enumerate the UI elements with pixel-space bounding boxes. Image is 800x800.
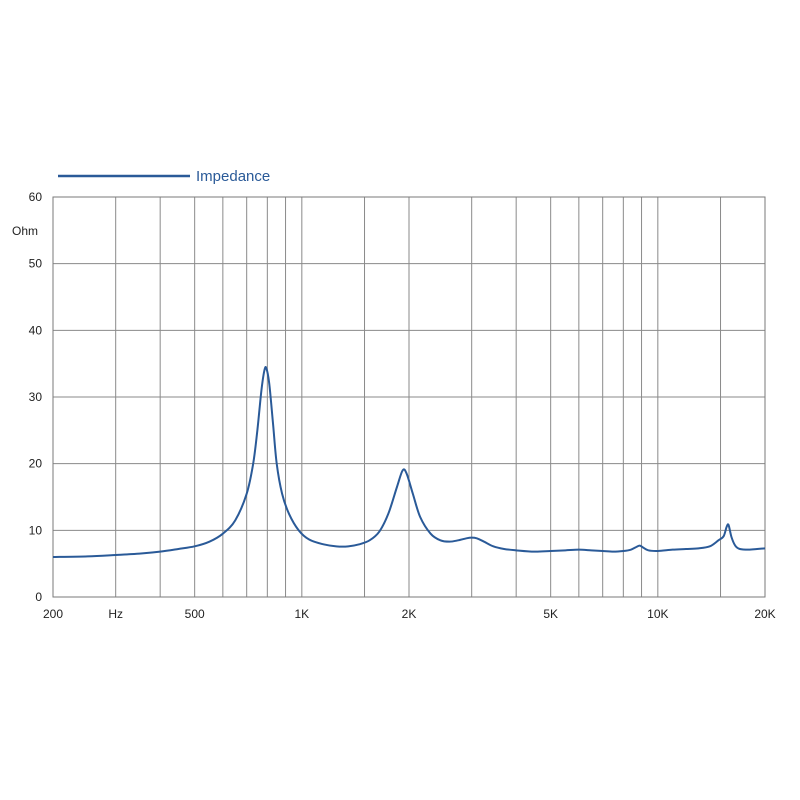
series-layer	[52, 366, 766, 558]
legend: Impedance	[58, 168, 270, 185]
x-tick-label: Hz	[108, 607, 123, 621]
plot-frame	[52, 196, 766, 598]
x-tick-label: 500	[185, 607, 205, 621]
x-tick-label: 5K	[543, 607, 558, 621]
x-tick-label: 2K	[402, 607, 417, 621]
y-tick-label: 10	[29, 523, 43, 537]
y-tick-label: 20	[29, 457, 43, 471]
y-axis-label: Ohm	[12, 224, 38, 238]
y-tick-label: 50	[29, 257, 43, 271]
x-tick-label: 20K	[754, 607, 775, 621]
grid	[53, 197, 765, 597]
legend-label-impedance: Impedance	[196, 168, 270, 185]
y-tick-label: 30	[29, 390, 43, 404]
y-tick-label: 40	[29, 323, 43, 337]
x-tick-label: 1K	[294, 607, 309, 621]
x-tick-label: 200	[43, 607, 63, 621]
tick-labels: 0 10 20 30 40 50 60 200 Hz 500 1K 2K 5K 10K 20K	[29, 190, 776, 621]
y-tick-label: 60	[29, 190, 43, 204]
x-tick-label: 10K	[647, 607, 668, 621]
y-tick-label: 0	[35, 590, 42, 604]
series-line-impedance	[52, 366, 766, 558]
